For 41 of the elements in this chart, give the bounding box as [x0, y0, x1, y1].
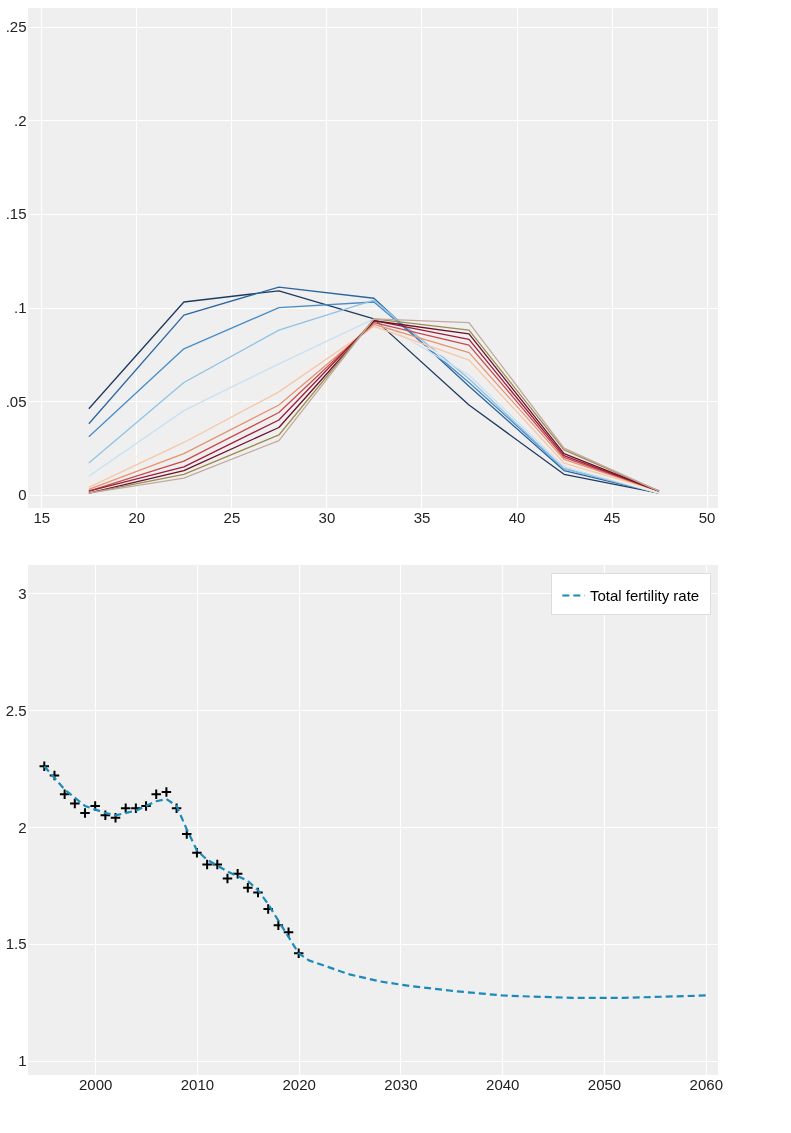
point: [140, 800, 152, 812]
x-tick-label: 2010: [180, 1075, 215, 1093]
point: [201, 858, 213, 871]
x-tick-label: 15: [33, 508, 51, 526]
y-tick-label: 2.5: [5, 701, 27, 719]
y-tick-label: .15: [5, 205, 27, 223]
x-tick-label: 40: [508, 508, 526, 526]
x-tick-label: 30: [318, 508, 336, 526]
y-tick-label: .25: [5, 18, 27, 36]
x-tick-label: 2050: [587, 1075, 622, 1093]
point: [242, 882, 254, 894]
point: [262, 903, 274, 915]
y-tick-label: 2: [18, 818, 27, 836]
point: [191, 847, 203, 859]
y-tick-label: .1: [13, 299, 27, 317]
x-tick-label: 20: [128, 508, 146, 526]
point: [160, 786, 173, 798]
y-tick-label: 0: [18, 486, 27, 504]
x-tick-label: 50: [698, 508, 716, 526]
y-tick-label: .2: [13, 111, 27, 129]
point: [221, 872, 234, 885]
point: [79, 807, 91, 819]
point: [252, 886, 264, 899]
line-series: [43, 765, 707, 999]
y-tick-label: 1: [18, 1052, 27, 1070]
x-tick-label: 2000: [78, 1075, 113, 1093]
y-tick-label: 1.5: [5, 935, 27, 953]
point: [89, 800, 101, 812]
x-tick-label: 45: [603, 508, 621, 526]
x-tick-label: 2040: [486, 1075, 520, 1093]
x-tick-label: 25: [223, 508, 241, 526]
y-tick-label: .05: [5, 392, 27, 410]
x-tick-label: 35: [413, 508, 431, 526]
point: [181, 828, 193, 840]
point: [38, 760, 51, 772]
x-tick-label: 2030: [384, 1075, 418, 1093]
y-tick-label: 3: [18, 584, 27, 602]
legend-label: Total fertility rate: [590, 586, 700, 604]
x-tick-label: 2060: [689, 1075, 723, 1093]
x-tick-label: 2020: [282, 1075, 316, 1093]
point: [48, 769, 61, 782]
